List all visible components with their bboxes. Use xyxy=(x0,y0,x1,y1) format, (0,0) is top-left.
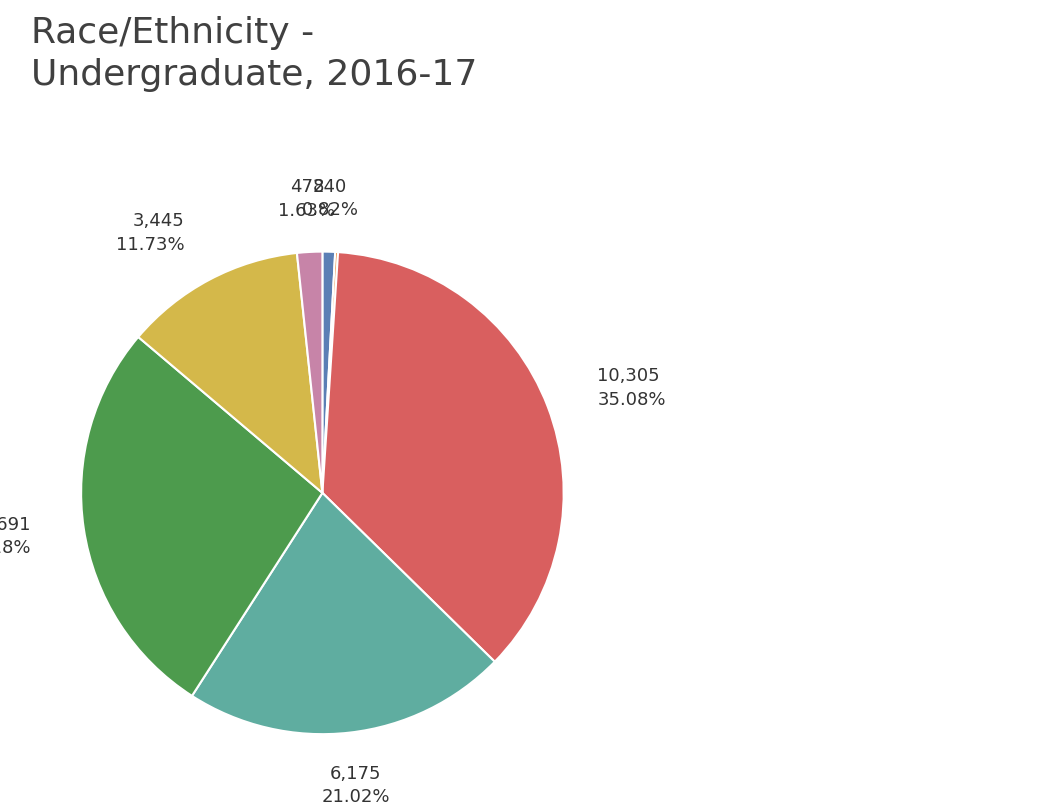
Wedge shape xyxy=(322,252,338,493)
Wedge shape xyxy=(297,251,322,493)
Text: Race/Ethnicity -
Undergraduate, 2016-17: Race/Ethnicity - Undergraduate, 2016-17 xyxy=(31,16,477,92)
Text: 3,445
11.73%: 3,445 11.73% xyxy=(116,212,185,254)
Text: 10,305
35.08%: 10,305 35.08% xyxy=(597,367,666,409)
Wedge shape xyxy=(322,252,564,662)
Wedge shape xyxy=(322,251,335,493)
Wedge shape xyxy=(81,337,322,696)
Text: 6,175
21.02%: 6,175 21.02% xyxy=(321,764,390,806)
Text: 7,691
26.18%: 7,691 26.18% xyxy=(0,516,31,558)
Text: 478
1.63%: 478 1.63% xyxy=(279,178,335,220)
Wedge shape xyxy=(192,493,495,734)
Text: 240
0.82%: 240 0.82% xyxy=(302,178,359,220)
Wedge shape xyxy=(138,253,322,493)
Legend: African-American/Black, American Indian/Alaska Native, Asian/Pacific Islander, H: African-American/Black, American Indian/… xyxy=(633,170,932,440)
